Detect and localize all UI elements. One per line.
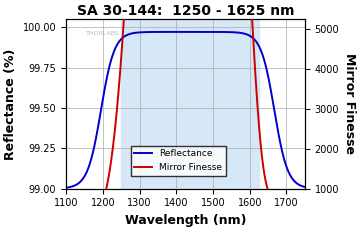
Legend: Reflectance, Mirror Finesse: Reflectance, Mirror Finesse (131, 146, 226, 176)
Y-axis label: Reflectance (%): Reflectance (%) (4, 48, 17, 160)
Text: THORLABS: THORLABS (86, 31, 120, 36)
Title: SA 30-144:  1250 - 1625 nm: SA 30-144: 1250 - 1625 nm (77, 4, 294, 18)
X-axis label: Wavelength (nm): Wavelength (nm) (125, 214, 246, 227)
Bar (121, 19, 259, 188)
Y-axis label: Mirror Finesse: Mirror Finesse (343, 53, 356, 155)
